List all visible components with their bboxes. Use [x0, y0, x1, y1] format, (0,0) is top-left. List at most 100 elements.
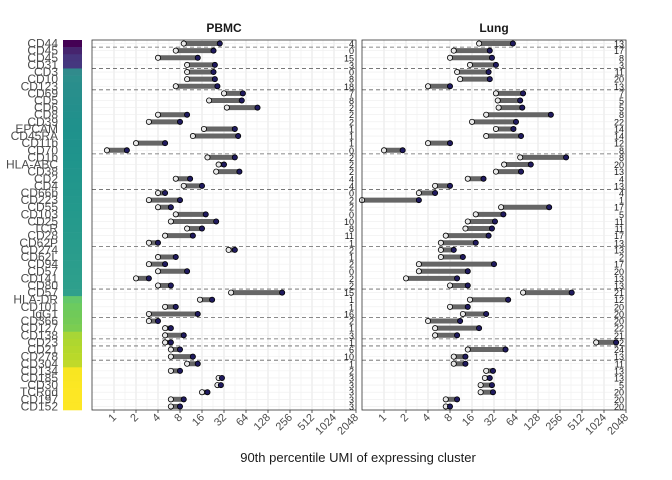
marker-color-swatch: [63, 153, 82, 162]
high-point: [546, 204, 553, 211]
cluster-count-label: 2: [619, 253, 624, 263]
marker-label: TCR: [33, 222, 58, 236]
low-point: [468, 118, 475, 125]
low-point: [432, 332, 439, 339]
cluster-count-label: 15: [344, 288, 354, 298]
marker-color-swatch: [63, 289, 82, 297]
low-point: [483, 111, 490, 118]
high-point: [231, 154, 238, 161]
high-point: [454, 332, 461, 339]
marker-label: CD28: [27, 229, 58, 243]
high-point: [491, 218, 498, 225]
low-point: [462, 225, 469, 232]
x-tick-label: 8: [172, 412, 185, 425]
cluster-count-label: 8: [619, 146, 624, 156]
marker-color-swatch: [63, 367, 82, 375]
cluster-count-label: 20: [614, 395, 624, 405]
marker-color-swatch: [63, 118, 82, 126]
low-point: [184, 69, 191, 76]
marker-label: CD197: [21, 392, 59, 406]
marker-label: CD134: [21, 364, 59, 378]
high-point: [518, 133, 525, 140]
cluster-count-label: 14: [614, 132, 624, 142]
low-point: [154, 254, 161, 261]
marker-color-swatch: [63, 338, 82, 347]
low-point: [492, 90, 499, 97]
low-point: [450, 360, 457, 367]
low-point: [162, 232, 169, 239]
x-tick-label: 256: [274, 412, 295, 433]
low-point: [172, 47, 179, 54]
x-tick-label: 2: [398, 412, 411, 425]
cluster-count-label: 13: [614, 39, 624, 49]
marker-label: HLA-ABC: [6, 158, 58, 172]
low-point: [380, 147, 387, 154]
low-point: [464, 346, 471, 353]
low-point: [167, 218, 174, 225]
high-point: [217, 382, 224, 389]
low-point: [213, 168, 220, 175]
low-point: [132, 140, 139, 147]
high-point: [547, 111, 554, 118]
low-point: [454, 69, 461, 76]
cluster-count-label: 1: [349, 124, 354, 134]
low-point: [180, 40, 187, 47]
marker-color-swatch: [63, 310, 82, 318]
marker-label: CD57: [27, 286, 58, 300]
marker-color-swatch: [63, 82, 82, 91]
high-point: [505, 296, 512, 303]
x-tick-label: 32: [212, 412, 229, 429]
high-point: [214, 83, 221, 90]
low-point: [172, 175, 179, 182]
low-point: [132, 275, 139, 282]
cluster-count-label: 13: [614, 238, 624, 248]
cluster-count-label: 11: [615, 68, 624, 78]
cluster-count-label: 20: [614, 317, 624, 327]
marker-label: CD11b: [22, 136, 59, 150]
marker-label: EPCAM: [15, 122, 58, 136]
marker-color-swatch: [63, 374, 82, 382]
marker-label: CD8: [34, 108, 58, 122]
cluster-count-label: 0: [349, 210, 354, 220]
marker-color-swatch: [63, 331, 82, 340]
marker-color-swatch: [63, 345, 82, 354]
cluster-count-label: 0: [349, 68, 354, 78]
high-point: [509, 40, 516, 47]
low-point: [154, 111, 161, 118]
high-point: [446, 140, 453, 147]
cluster-count-label: 2: [349, 366, 354, 376]
low-point: [402, 275, 409, 282]
high-point: [189, 353, 196, 360]
marker-label: CD45: [27, 51, 58, 65]
low-point: [154, 204, 161, 211]
low-point: [184, 76, 191, 83]
marker-label: CD123: [21, 79, 59, 93]
high-point: [517, 97, 524, 104]
marker-label: CD45RA: [11, 129, 58, 143]
low-point: [204, 154, 211, 161]
high-point: [209, 296, 216, 303]
cluster-count-label: 8: [349, 75, 354, 85]
cluster-count-label: 4: [619, 174, 624, 184]
marker-color-swatch: [63, 168, 82, 176]
low-point: [501, 161, 508, 168]
low-point: [154, 54, 161, 61]
high-point: [462, 360, 469, 367]
low-point: [189, 133, 196, 140]
marker-label: CD30: [27, 378, 58, 392]
cluster-count-label: 3: [349, 381, 354, 391]
cluster-count-label: 7: [349, 89, 354, 99]
high-point: [167, 204, 174, 211]
low-point: [167, 396, 174, 403]
low-point: [415, 189, 422, 196]
low-point: [432, 325, 439, 332]
cluster-count-label: 17: [614, 231, 624, 241]
high-point: [216, 40, 223, 47]
marker-color-strip: [63, 40, 82, 411]
marker-label: CD278: [21, 350, 59, 364]
marker-label: CD1b: [27, 150, 58, 164]
cluster-count-label: 20: [614, 75, 624, 85]
x-tick-label: 16: [190, 412, 207, 429]
panel-title: Lung: [479, 21, 508, 35]
marker-label: CD185: [21, 371, 59, 385]
